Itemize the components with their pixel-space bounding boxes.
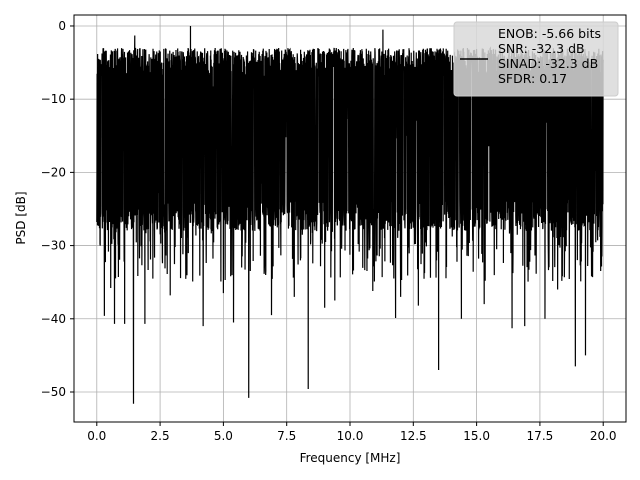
y-tick-label: 0 [58, 19, 66, 33]
x-tick-label: 10.0 [337, 429, 364, 443]
legend-line-sfdr: SFDR: 0.17 [498, 71, 567, 86]
x-tick-label: 15.0 [463, 429, 490, 443]
x-tick-label: 5.0 [214, 429, 233, 443]
x-tick-label: 2.5 [151, 429, 170, 443]
x-axis-label: Frequency [MHz] [300, 451, 401, 465]
y-tick-label: −50 [41, 385, 66, 399]
legend: ENOB: -5.66 bits SNR: -32.3 dB SINAD: -3… [453, 21, 619, 97]
x-tick-label: 20.0 [590, 429, 617, 443]
x-tick-label: 7.5 [277, 429, 296, 443]
y-tick-label: −30 [41, 239, 66, 253]
legend-box [453, 21, 619, 97]
y-tick-label: −40 [41, 312, 66, 326]
legend-line-snr: SNR: -32.3 dB [498, 41, 585, 56]
y-tick-label: −20 [41, 165, 66, 179]
x-tick-label: 0.0 [87, 429, 106, 443]
x-tick-label: 12.5 [400, 429, 427, 443]
x-tick-label: 17.5 [527, 429, 554, 443]
ticks: 0.0 2.5 5.0 7.5 10.0 12.5 15.0 17.5 20.0 0 −10 −20 −… [41, 19, 617, 443]
legend-line-enob: ENOB: -5.66 bits [498, 26, 601, 41]
y-axis-label: PSD [dB] [14, 191, 28, 244]
y-tick-label: −10 [41, 92, 66, 106]
legend-line-sinad: SINAD: -32.3 dB [498, 56, 598, 71]
